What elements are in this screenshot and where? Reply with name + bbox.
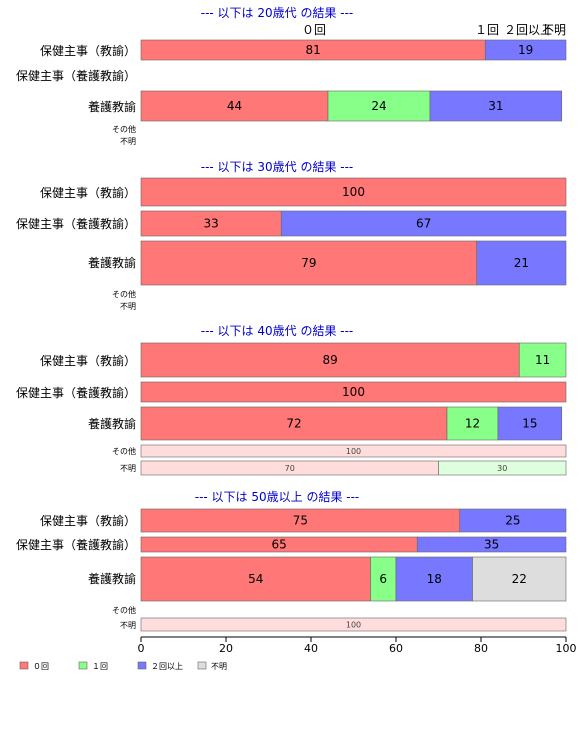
data-label: 11 — [535, 353, 550, 367]
bar-segment — [476, 240, 567, 286]
data-label: 30 — [497, 464, 507, 473]
legend-label: 不明 — [211, 662, 227, 671]
data-label: 33 — [203, 217, 218, 231]
legend-swatch — [19, 661, 29, 670]
row-label: 不明 — [120, 464, 136, 473]
data-label: 12 — [465, 417, 480, 431]
bar-segment — [429, 90, 563, 122]
bar-segment — [518, 342, 567, 378]
data-label: 79 — [301, 256, 316, 270]
bar-segment — [370, 556, 397, 602]
group-title: --- 以下は 50歳以上 の結果 --- — [195, 490, 360, 504]
top-column-label: 不明 — [542, 23, 566, 37]
data-label: 100 — [342, 385, 365, 399]
row-label: その他 — [112, 289, 136, 299]
data-label: 89 — [322, 353, 337, 367]
row-label: 養護教諭 — [88, 416, 136, 431]
data-label: 25 — [505, 514, 520, 528]
data-label: 19 — [518, 43, 533, 57]
data-label: 70 — [285, 464, 295, 473]
row-label: 養護教諭 — [88, 255, 136, 270]
row-label: 保健主事（教諭） — [40, 43, 136, 58]
legend-label: １回 — [92, 662, 108, 671]
data-label: 81 — [305, 43, 320, 57]
x-tick-label: 80 — [474, 642, 488, 655]
x-tick-label: 0 — [138, 642, 145, 655]
data-label: 67 — [416, 217, 431, 231]
x-tick-label: 60 — [389, 642, 403, 655]
bar-segment — [416, 536, 567, 553]
data-label: 54 — [248, 572, 263, 586]
bar-segment — [484, 39, 567, 61]
bar-segment — [472, 556, 567, 602]
group-title: --- 以下は 40歳代 の結果 --- — [201, 324, 354, 338]
row-label: 保健主事（養護教諭） — [16, 68, 136, 83]
bar-segment — [395, 556, 473, 602]
row-label: 保健主事（教諭） — [40, 353, 136, 368]
bar-segment — [140, 240, 478, 286]
bar-segment — [446, 406, 499, 441]
data-label: 65 — [271, 538, 286, 552]
row-label: 不明 — [120, 137, 136, 146]
legend-label: ２回以上 — [151, 662, 183, 671]
data-label: 31 — [488, 99, 503, 113]
top-column-label: ２回以上 — [504, 23, 552, 37]
bar-segment — [140, 444, 567, 458]
bar-segment — [140, 177, 567, 207]
data-label: 75 — [293, 514, 308, 528]
x-tick-label: 100 — [556, 642, 577, 655]
row-label: 養護教諭 — [88, 99, 136, 114]
data-label: 35 — [484, 538, 499, 552]
row-label: その他 — [112, 605, 136, 615]
bar-segment — [140, 406, 448, 441]
x-tick-label: 20 — [219, 642, 233, 655]
group-title: --- 以下は 30歳代 の結果 --- — [201, 160, 354, 174]
bar-segment — [497, 406, 563, 441]
bar-segment — [140, 381, 567, 403]
row-label: 保健主事（養護教諭） — [16, 537, 136, 552]
bar-segment — [140, 210, 282, 237]
legend-swatch — [137, 661, 147, 670]
data-label: 100 — [342, 185, 365, 199]
bar-segment — [140, 342, 520, 378]
legend-label: ０回 — [33, 662, 49, 671]
row-label: 保健主事（教諭） — [40, 185, 136, 200]
data-label: 24 — [371, 99, 386, 113]
data-label: 18 — [427, 572, 442, 586]
data-label: 100 — [346, 621, 361, 630]
top-column-label: ０回 — [302, 23, 326, 37]
data-label: 6 — [379, 572, 387, 586]
row-label: 保健主事（教諭） — [40, 513, 136, 528]
row-label: 保健主事（養護教諭） — [16, 216, 136, 231]
legend-swatch — [197, 661, 207, 670]
data-label: 72 — [286, 417, 301, 431]
bar-segment — [438, 460, 567, 476]
bar-segment — [280, 210, 567, 237]
data-label: 44 — [227, 99, 242, 113]
bar-segment — [327, 90, 431, 122]
row-label: 養護教諭 — [88, 571, 136, 586]
x-tick-label: 40 — [304, 642, 318, 655]
data-label: 100 — [346, 447, 361, 456]
row-label: その他 — [112, 446, 136, 456]
data-label: 22 — [512, 572, 527, 586]
bar-segment — [140, 556, 371, 602]
bar-segment — [459, 508, 567, 533]
data-label: 21 — [514, 256, 529, 270]
group-title: --- 以下は 20歳代 の結果 --- — [201, 6, 354, 20]
data-label: 15 — [522, 417, 537, 431]
top-column-label: １回 — [475, 23, 499, 37]
bar-segment — [140, 617, 567, 632]
legend-swatch — [78, 661, 88, 670]
row-label: 不明 — [120, 621, 136, 630]
row-label: その他 — [112, 124, 136, 134]
row-label: 不明 — [120, 302, 136, 311]
row-label: 保健主事（養護教諭） — [16, 385, 136, 400]
